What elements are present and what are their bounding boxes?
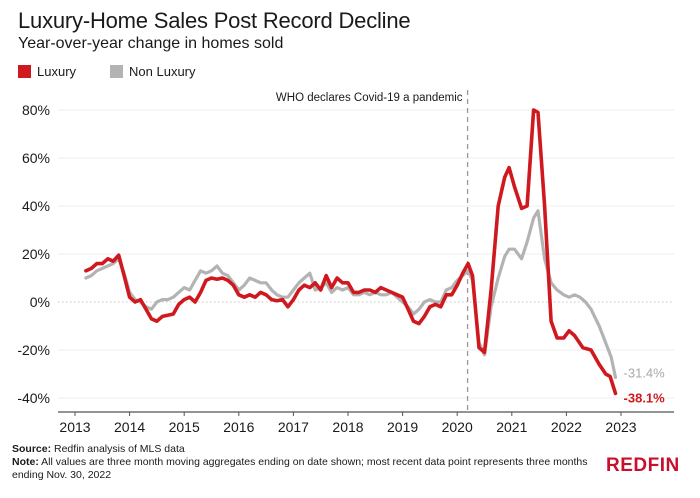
footer: Source: Redfin analysis of MLS data Note… xyxy=(12,443,602,482)
y-tick-label: 0% xyxy=(30,294,50,310)
chart-subtitle: Year-over-year change in homes sold xyxy=(18,35,284,52)
series-line-luxury xyxy=(84,108,618,396)
legend-swatch-luxury xyxy=(18,65,31,78)
x-tick-label: 2020 xyxy=(442,419,473,435)
y-tick-label: 40% xyxy=(22,198,50,214)
x-tick-label: 2013 xyxy=(59,419,90,435)
x-tick-label: 2014 xyxy=(114,419,145,435)
y-tick-label: 60% xyxy=(22,150,50,166)
end-labels: -31.4% -38.1% xyxy=(624,365,666,405)
x-tick-label: 2018 xyxy=(332,419,363,435)
series-line-non-luxury xyxy=(84,209,618,379)
end-label-luxury: -38.1% xyxy=(624,390,666,405)
y-tick-label: 80% xyxy=(22,102,50,118)
legend-item-luxury: Luxury xyxy=(18,64,76,79)
legend-item-non-luxury: Non Luxury xyxy=(110,64,196,79)
x-tick-label: 2022 xyxy=(551,419,582,435)
end-label-non-luxury: -31.4% xyxy=(624,365,666,380)
legend: Luxury Non Luxury xyxy=(18,64,230,79)
legend-label-non-luxury: Non Luxury xyxy=(129,64,196,79)
y-tick-label: 20% xyxy=(22,246,50,262)
y-axis-ticks: 80% 60% 40% 20% 0% -20% -40% xyxy=(17,102,50,406)
x-tick-label: 2023 xyxy=(605,419,636,435)
annotation: WHO declares Covid-19 a pandemic xyxy=(276,90,469,412)
x-axis: 2013 2014 2015 2016 2017 2018 2019 2020 2021 2022… xyxy=(58,411,674,435)
legend-swatch-non-luxury xyxy=(110,65,124,78)
gridlines xyxy=(58,109,674,399)
legend-label-luxury: Luxury xyxy=(37,64,77,79)
covid-annotation-label: WHO declares Covid-19 a pandemic xyxy=(276,92,463,104)
y-tick-label: -40% xyxy=(17,390,50,406)
redfin-logo: REDFIN xyxy=(606,455,680,476)
x-tick-label: 2021 xyxy=(496,419,527,435)
x-tick-label: 2015 xyxy=(169,419,200,435)
series-lines xyxy=(84,108,618,396)
x-tick-label: 2017 xyxy=(278,419,309,435)
source-line: Source: Redfin analysis of MLS data xyxy=(12,443,185,455)
chart-title: Luxury-Home Sales Post Record Decline xyxy=(18,8,411,33)
note-line: Note: All values are three month moving … xyxy=(12,456,588,481)
x-tick-label: 2016 xyxy=(223,419,254,435)
x-tick-label: 2019 xyxy=(387,419,418,435)
y-tick-label: -20% xyxy=(17,342,50,358)
